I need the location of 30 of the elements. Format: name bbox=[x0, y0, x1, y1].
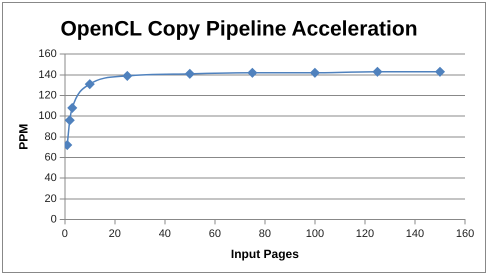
y-axis-title: PPM bbox=[16, 124, 31, 150]
y-tick-label: 120 bbox=[38, 90, 57, 102]
point bbox=[435, 67, 445, 77]
y-tick-label: 20 bbox=[44, 192, 57, 205]
point bbox=[65, 116, 75, 126]
point bbox=[185, 69, 195, 79]
y-tick-label: 0 bbox=[50, 213, 57, 226]
y-tick-label: 100 bbox=[38, 110, 57, 122]
y-tick-label: 40 bbox=[44, 172, 57, 184]
x-tick-label: 160 bbox=[456, 228, 474, 240]
y-tick-label: 140 bbox=[38, 68, 57, 81]
chart-title: OpenCL Copy Pipeline Acceleration bbox=[60, 17, 418, 40]
point bbox=[122, 71, 132, 81]
point bbox=[372, 67, 382, 77]
y-tick-label: 60 bbox=[44, 151, 57, 164]
x-tick-label: 140 bbox=[406, 228, 424, 240]
x-tick-label: 40 bbox=[158, 228, 171, 240]
point bbox=[248, 68, 258, 78]
y-tick-label: 80 bbox=[44, 130, 57, 143]
x-tick-label: 120 bbox=[356, 228, 374, 240]
x-tick-label: 20 bbox=[108, 228, 121, 240]
x-tick-label: 60 bbox=[208, 228, 221, 240]
x-tick-label: 80 bbox=[258, 228, 271, 240]
x-axis-title: Input Pages bbox=[230, 247, 300, 262]
point bbox=[68, 103, 78, 113]
y-tick-label: 160 bbox=[38, 48, 57, 60]
point bbox=[85, 79, 95, 89]
point bbox=[310, 68, 320, 78]
x-tick-label: 0 bbox=[62, 228, 68, 240]
x-tick-label: 100 bbox=[306, 228, 324, 240]
